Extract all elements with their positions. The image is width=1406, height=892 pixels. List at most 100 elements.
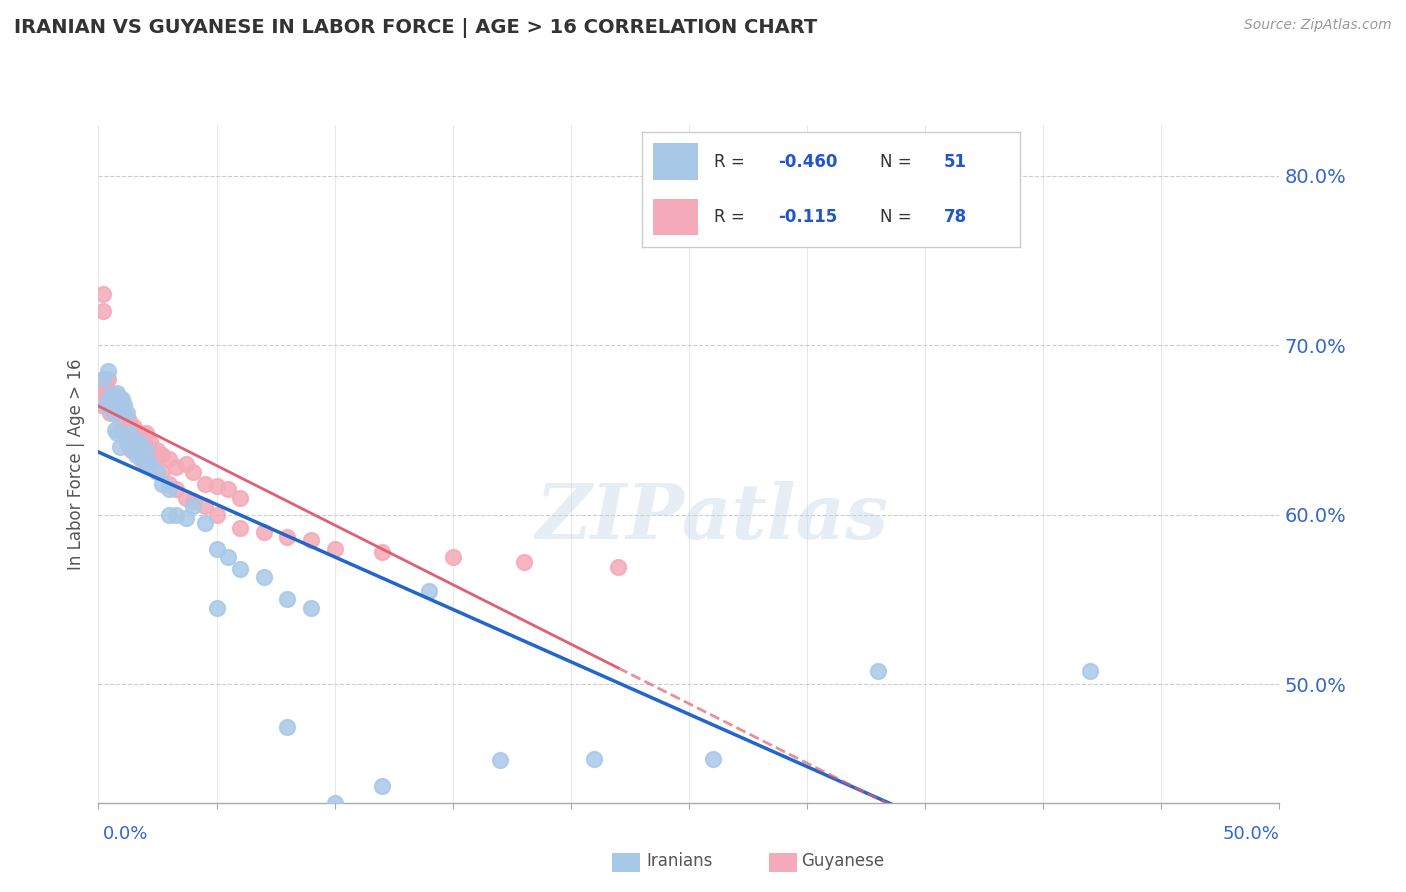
Point <box>108 440 131 454</box>
Point <box>108 414 131 428</box>
Point <box>150 448 173 462</box>
Point <box>121 443 143 458</box>
Point <box>150 477 173 491</box>
Point <box>94 397 117 411</box>
Point <box>105 397 128 411</box>
Point <box>97 389 120 403</box>
Point <box>111 406 134 420</box>
Point <box>512 555 534 569</box>
Point <box>129 451 152 466</box>
Point <box>165 460 187 475</box>
Point <box>181 499 204 513</box>
Point <box>121 423 143 437</box>
Point <box>702 752 724 766</box>
Point <box>229 521 252 535</box>
Point <box>181 465 204 479</box>
Point <box>91 304 114 318</box>
Point <box>125 440 148 454</box>
Point <box>112 426 135 441</box>
Point <box>146 465 169 479</box>
Point <box>489 753 512 767</box>
Point <box>205 479 228 493</box>
Point <box>371 779 394 793</box>
Point <box>150 465 173 479</box>
Point <box>101 389 124 403</box>
Point <box>91 385 114 400</box>
Text: Iranians: Iranians <box>647 852 713 870</box>
Point <box>157 477 180 491</box>
Point <box>112 406 135 420</box>
Point <box>135 457 157 471</box>
Point <box>583 752 606 766</box>
Text: 50.0%: 50.0% <box>1223 825 1279 843</box>
Point <box>98 406 121 420</box>
Point <box>253 570 276 584</box>
Point <box>105 406 128 420</box>
Point <box>101 389 124 403</box>
Point <box>122 434 145 449</box>
Point <box>276 530 298 544</box>
Point <box>139 434 162 449</box>
Point <box>174 457 197 471</box>
Point <box>139 448 162 462</box>
Point <box>121 440 143 454</box>
Point <box>101 397 124 411</box>
Point <box>194 477 217 491</box>
Point <box>122 443 145 458</box>
Point <box>418 583 440 598</box>
Point <box>122 419 145 434</box>
Point <box>129 431 152 445</box>
Point <box>91 287 114 301</box>
Point <box>94 372 117 386</box>
Point <box>115 414 138 428</box>
Point <box>276 719 298 733</box>
Point <box>441 549 464 565</box>
Point <box>111 423 134 437</box>
Point <box>90 101 112 115</box>
Point <box>194 516 217 530</box>
Point <box>135 443 157 458</box>
Y-axis label: In Labor Force | Age > 16: In Labor Force | Age > 16 <box>66 358 84 570</box>
Point <box>118 440 141 454</box>
Point <box>97 372 120 386</box>
Point <box>112 409 135 424</box>
Point <box>157 482 180 496</box>
Point <box>104 389 127 403</box>
Point <box>217 482 239 496</box>
Point <box>174 491 197 505</box>
Point <box>108 392 131 407</box>
Point <box>128 426 150 441</box>
Point <box>276 592 298 607</box>
Text: Guyanese: Guyanese <box>801 852 884 870</box>
Point <box>122 434 145 449</box>
Point <box>146 443 169 458</box>
Point <box>866 664 889 678</box>
Point <box>253 524 276 539</box>
Point <box>98 385 121 400</box>
Point <box>371 545 394 559</box>
Point <box>135 426 157 441</box>
Point <box>104 389 127 403</box>
Point <box>299 600 322 615</box>
Point <box>323 796 346 810</box>
Point <box>128 434 150 449</box>
Point <box>97 363 120 377</box>
Point <box>157 451 180 466</box>
Point <box>165 508 187 522</box>
Point <box>118 426 141 441</box>
Point <box>104 392 127 407</box>
Point <box>205 541 228 556</box>
Point <box>174 511 197 525</box>
Point <box>194 499 217 513</box>
Point <box>143 453 166 467</box>
Text: Source: ZipAtlas.com: Source: ZipAtlas.com <box>1244 18 1392 32</box>
Point <box>98 392 121 407</box>
Point <box>129 448 152 462</box>
Point <box>165 482 187 496</box>
Point <box>101 406 124 420</box>
Point <box>229 491 252 505</box>
Point <box>205 600 228 615</box>
Point <box>128 443 150 458</box>
Point <box>115 406 138 420</box>
Point <box>135 440 157 454</box>
